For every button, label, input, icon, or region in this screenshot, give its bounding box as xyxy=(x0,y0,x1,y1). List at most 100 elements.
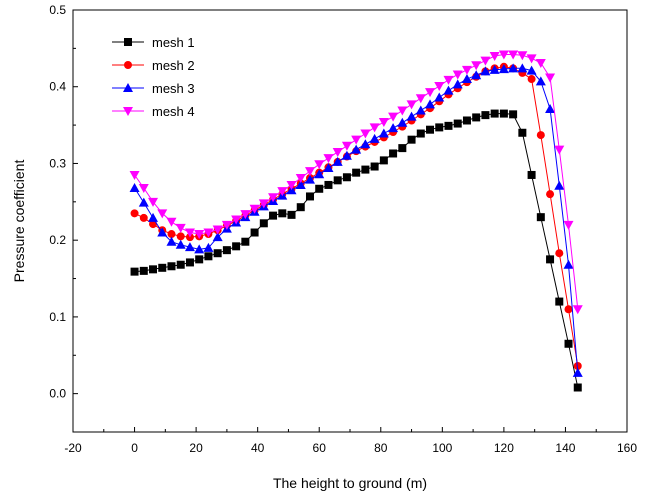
data-point xyxy=(295,174,306,184)
data-point xyxy=(361,165,370,174)
data-point xyxy=(434,81,445,91)
data-point xyxy=(342,173,351,182)
x-tick-label: 160 xyxy=(617,441,637,455)
data-point xyxy=(564,305,573,314)
data-point xyxy=(139,213,148,222)
legend-marker xyxy=(123,83,133,92)
x-tick-label: 20 xyxy=(189,441,203,455)
data-point xyxy=(489,64,500,74)
data-point xyxy=(148,197,159,207)
series-4 xyxy=(129,50,583,315)
legend-item: mesh 1 xyxy=(112,35,195,50)
data-point xyxy=(158,263,167,272)
data-point xyxy=(212,225,223,235)
series-layer xyxy=(129,50,583,392)
y-tick-label: 0.1 xyxy=(49,310,66,324)
data-point xyxy=(157,227,168,237)
data-point xyxy=(555,249,564,258)
legend-marker xyxy=(123,107,133,116)
legend: mesh 1 mesh 2 mesh 3 mesh 4 xyxy=(112,35,195,119)
data-point xyxy=(138,197,149,207)
data-point xyxy=(378,128,389,138)
data-point xyxy=(397,106,408,116)
data-point xyxy=(195,255,204,264)
data-point xyxy=(546,255,555,264)
x-axis-ticks: -20 0 20 40 60 80 100 120 140 160 xyxy=(64,427,637,455)
data-point xyxy=(167,262,176,271)
data-point xyxy=(212,232,223,242)
series-2 xyxy=(130,62,582,371)
data-point xyxy=(213,249,222,258)
x-tick-label: -20 xyxy=(64,441,82,455)
data-point xyxy=(398,144,407,153)
data-point xyxy=(443,85,454,95)
data-point xyxy=(249,204,260,214)
data-point xyxy=(129,183,140,193)
series-1 xyxy=(130,109,582,392)
data-point xyxy=(388,123,399,133)
data-point xyxy=(481,111,490,120)
data-point xyxy=(269,211,278,220)
data-point xyxy=(415,94,426,104)
data-point xyxy=(379,156,388,165)
data-point xyxy=(194,230,205,240)
x-axis-title: The height to ground (m) xyxy=(273,475,427,491)
data-point xyxy=(564,339,573,348)
data-point xyxy=(416,129,425,138)
data-point xyxy=(397,117,408,127)
data-point xyxy=(323,154,334,164)
y-tick-label: 0.3 xyxy=(49,156,66,170)
legend-label: mesh 2 xyxy=(152,58,195,73)
legend-label: mesh 4 xyxy=(152,104,195,119)
data-point xyxy=(149,265,158,274)
data-point xyxy=(415,105,426,115)
data-point xyxy=(555,297,564,306)
data-point xyxy=(572,367,583,377)
data-point xyxy=(461,74,472,84)
data-point xyxy=(175,223,186,233)
y-tick-label: 0.4 xyxy=(49,80,66,94)
data-point xyxy=(489,52,500,62)
data-point xyxy=(268,193,279,203)
data-point xyxy=(452,79,463,89)
data-point xyxy=(517,63,528,73)
data-point xyxy=(315,184,324,193)
data-point xyxy=(221,220,232,230)
data-point xyxy=(130,267,139,276)
data-point xyxy=(204,252,213,261)
data-point xyxy=(241,237,250,246)
data-point xyxy=(184,242,195,252)
data-point xyxy=(499,109,508,118)
data-point xyxy=(461,65,472,75)
data-point xyxy=(509,110,518,119)
data-point xyxy=(222,246,231,255)
data-point xyxy=(453,119,462,128)
data-point xyxy=(157,209,168,219)
data-point xyxy=(314,160,325,170)
data-point xyxy=(498,64,509,74)
data-point xyxy=(287,210,296,219)
data-point xyxy=(148,212,159,222)
y-tick-label: 0.5 xyxy=(49,3,66,17)
x-tick-label: 40 xyxy=(251,441,265,455)
data-point xyxy=(258,199,269,209)
y-axis-title: Pressure coefficient xyxy=(11,160,27,283)
data-point xyxy=(203,242,214,252)
data-point xyxy=(443,75,454,85)
data-point xyxy=(480,66,491,76)
series-3 xyxy=(129,63,583,377)
data-point xyxy=(259,219,268,228)
data-point xyxy=(527,170,536,179)
data-point xyxy=(498,50,509,60)
data-point xyxy=(314,169,325,179)
data-point xyxy=(490,109,499,118)
data-point xyxy=(370,162,379,171)
data-point xyxy=(508,50,519,60)
data-point xyxy=(563,220,574,230)
data-point xyxy=(351,144,362,154)
data-point xyxy=(471,61,482,71)
data-point xyxy=(194,244,205,254)
data-point xyxy=(545,73,556,83)
data-point xyxy=(360,139,371,149)
